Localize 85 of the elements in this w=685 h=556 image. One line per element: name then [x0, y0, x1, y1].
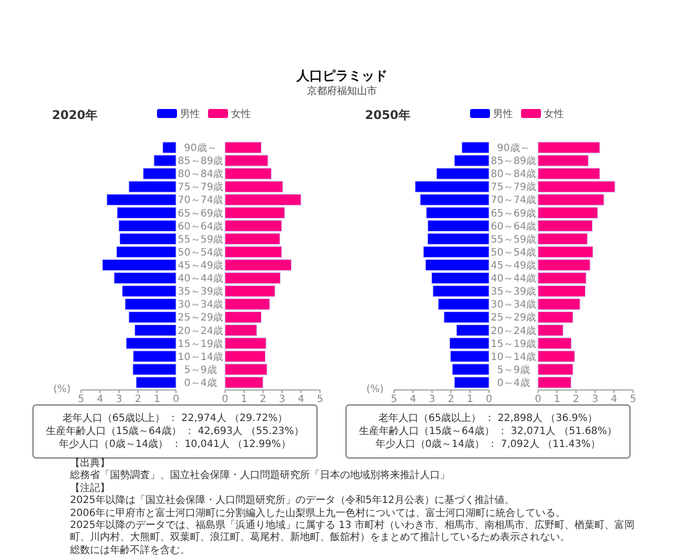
y-tick-label: 20～24歳: [178, 324, 224, 337]
y-tick-label: 10～14歳: [178, 350, 224, 363]
y-tick-label: 80～84歳: [490, 168, 536, 180]
y-tick-label: 10～14歳: [490, 350, 536, 363]
x-tick-label: 0: [222, 394, 228, 405]
y-tick-label: 0～4歳: [184, 376, 217, 389]
x-tick-label: 1: [154, 394, 160, 405]
text: 人口ピラミッド: [296, 69, 388, 84]
x-tick-label: 0: [486, 394, 492, 405]
text: 総数には年齢不詳を含む。: [70, 544, 191, 556]
chart-title: 2050年: [365, 108, 410, 122]
y-tick-label: 25～29歳: [178, 312, 224, 324]
text: 生産年齢人口（15歳～64歳） ： 42,693人 （55.23%）: [46, 425, 304, 437]
y-tick-label: 40～44歳: [178, 272, 224, 285]
y-tick-label: 90歳～: [184, 142, 217, 154]
x-tick-label: 3: [278, 394, 286, 405]
x-tick-label: 2: [448, 394, 454, 405]
x-tick-label: 5: [78, 394, 84, 405]
text: 京都府福知山市: [307, 85, 377, 97]
y-tick-label: 5～9歳: [184, 364, 217, 376]
legend-label: 男性: [180, 108, 200, 120]
x-tick-label: 3: [428, 394, 436, 405]
y-tick-label: 65～69歳: [490, 207, 536, 220]
x-tick-label: 2: [134, 394, 142, 405]
x-tick-label: 1: [554, 394, 560, 405]
y-tick-label: 55～59歳: [178, 233, 224, 246]
x-tick-label: 1: [466, 394, 474, 405]
text: 老年人口（65歳以上） ： 22,974人 （29.72%）: [62, 412, 288, 424]
x-tick-label: 4: [610, 394, 618, 405]
x-tick-label: 5: [316, 394, 324, 405]
x-tick-label: 2: [260, 394, 266, 405]
y-tick-label: 50～54歳: [490, 246, 536, 258]
chart-title: 2020年: [52, 108, 98, 122]
x-tick-label: 0: [534, 394, 542, 405]
y-tick-label: 80～84歳: [178, 168, 224, 180]
text: 年少人口（0歳～14歳） ： 7,092人 （11.43%）: [375, 438, 601, 450]
y-tick-label: 60～64歳: [490, 220, 536, 232]
x-tick-label: 3: [592, 394, 598, 405]
x-tick-label: 2: [572, 394, 580, 405]
y-tick-label: 70～74歳: [178, 194, 224, 206]
x-tick-label: 5: [390, 394, 398, 405]
text: 2006年に甲府市と富士河口湖町に分割編入した山梨県上九一色村については、富士河口湖町に統合している。: [70, 508, 566, 520]
y-tick-label: 15～19歳: [178, 338, 224, 350]
text: 年少人口（0歳～14歳） ： 10,041人 （12.99%）: [59, 438, 291, 450]
y-tick-label: 65～69歳: [178, 207, 224, 220]
y-tick-label: 60～64歳: [178, 220, 224, 232]
y-tick-label: 5～9歳: [497, 364, 530, 376]
legend-label: 女性: [544, 108, 564, 120]
y-tick-label: 40～44歳: [490, 272, 536, 285]
x-tick-label: 0: [172, 394, 180, 405]
y-tick-label: 50～54歳: [178, 246, 224, 258]
y-tick-label: 45～49歳: [178, 260, 224, 272]
legend-label: 男性: [493, 108, 513, 120]
y-tick-label: 70～74歳: [490, 194, 536, 206]
y-tick-label: 55～59歳: [490, 233, 536, 246]
y-tick-label: 0～4歳: [497, 376, 530, 389]
x-axis-title: (%): [366, 384, 384, 395]
y-tick-label: 90歳～: [497, 142, 530, 154]
text: 【注記】: [70, 482, 111, 494]
y-tick-label: 85～89歳: [490, 155, 536, 168]
y-tick-label: 35～39歳: [490, 286, 536, 298]
y-tick-label: 75～79歳: [490, 181, 536, 194]
x-tick-label: 4: [410, 394, 416, 405]
y-tick-label: 85～89歳: [178, 155, 224, 168]
text: 生産年齢人口（15歳～64歳） ： 32,071人 （51.68%）: [358, 425, 618, 437]
x-tick-label: 4: [96, 394, 104, 405]
y-tick-label: 75～79歳: [178, 181, 224, 194]
text: 2025年以降のデータでは、福島県「浜通り地域」に属する 13 市町村（いわき市、相馬市、南相馬市、広野町、楢葉町、富岡町、川内村、大熊町、双葉町、浪江町、葛尾村、新地町、飯舘村）をまとめて推計しているため表示されない。: [70, 520, 636, 544]
x-tick-label: 3: [116, 394, 122, 405]
text: 2025年以降は「国立社会保障・人口問題研究所」のデータ（令和5年12月公表）に基づく推計値。: [70, 495, 516, 508]
x-tick-label: 5: [630, 394, 636, 405]
x-axis-title: (%): [53, 384, 71, 395]
y-tick-label: 25～29歳: [490, 312, 536, 324]
text: 総務省「国勢調査」、国立社会保障・人口問題研究所「日本の地域別将来推計人口」: [70, 470, 451, 482]
y-tick-label: 30～34歳: [178, 298, 224, 311]
y-tick-label: 35～39歳: [178, 286, 224, 298]
text: 老年人口（65歳以上） ： 22,898人 （36.9%）: [378, 412, 598, 424]
y-tick-label: 20～24歳: [490, 324, 536, 337]
x-tick-label: 4: [298, 394, 304, 405]
y-tick-label: 45～49歳: [490, 260, 536, 272]
text: 【出典】: [70, 458, 111, 470]
x-tick-label: 1: [240, 394, 248, 405]
legend-label: 女性: [231, 108, 251, 120]
y-tick-label: 15～19歳: [490, 338, 536, 350]
y-tick-label: 30～34歳: [490, 298, 536, 311]
